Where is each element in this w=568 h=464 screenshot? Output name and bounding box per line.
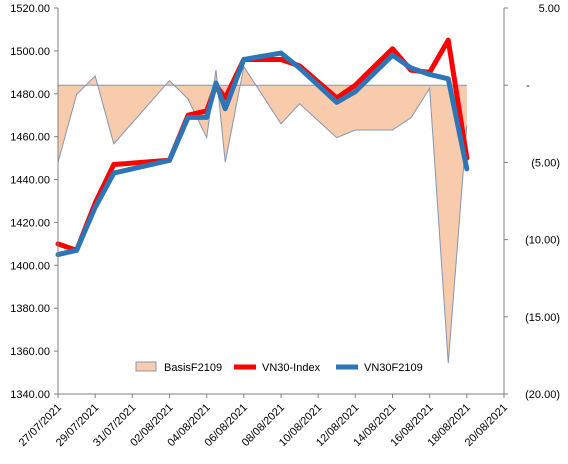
y-left-tick-label: 1420.00: [10, 217, 50, 229]
legend-label: VN30-Index: [262, 362, 321, 374]
vn30f2109-line: [55, 50, 470, 258]
y-left-tick-label: 1400.00: [10, 260, 50, 272]
y-left-tick-label: 1480.00: [10, 89, 50, 101]
y-left-tick-label: 1340.00: [10, 389, 50, 401]
y-left-tick-label: 1520.00: [10, 3, 50, 15]
legend-label: BasisF2109: [164, 362, 222, 374]
y-right-tick-label: (20.00): [525, 389, 560, 401]
y-right-tick-label: -: [526, 80, 530, 92]
y-left-tick-label: 1500.00: [10, 46, 50, 58]
y-left-tick-label: 1460.00: [10, 132, 50, 144]
y-right-tick-label: (15.00): [525, 312, 560, 324]
y-left-tick-label: 1440.00: [10, 175, 50, 187]
basis-outline: [57, 65, 468, 364]
y-right-tick-label: (10.00): [525, 235, 560, 247]
legend-label: VN30F2109: [364, 362, 423, 374]
y-right-tick-label: (5.00): [531, 157, 560, 169]
legend-swatch-basis: [135, 361, 157, 372]
y-left-tick-label: 1380.00: [10, 303, 50, 315]
plot-area: [55, 37, 470, 364]
legend: BasisF2109 VN30-Index VN30F2109: [135, 361, 423, 374]
y-left-tick-label: 1360.00: [10, 346, 50, 358]
y-right-tick-label: 5.00: [539, 3, 560, 15]
